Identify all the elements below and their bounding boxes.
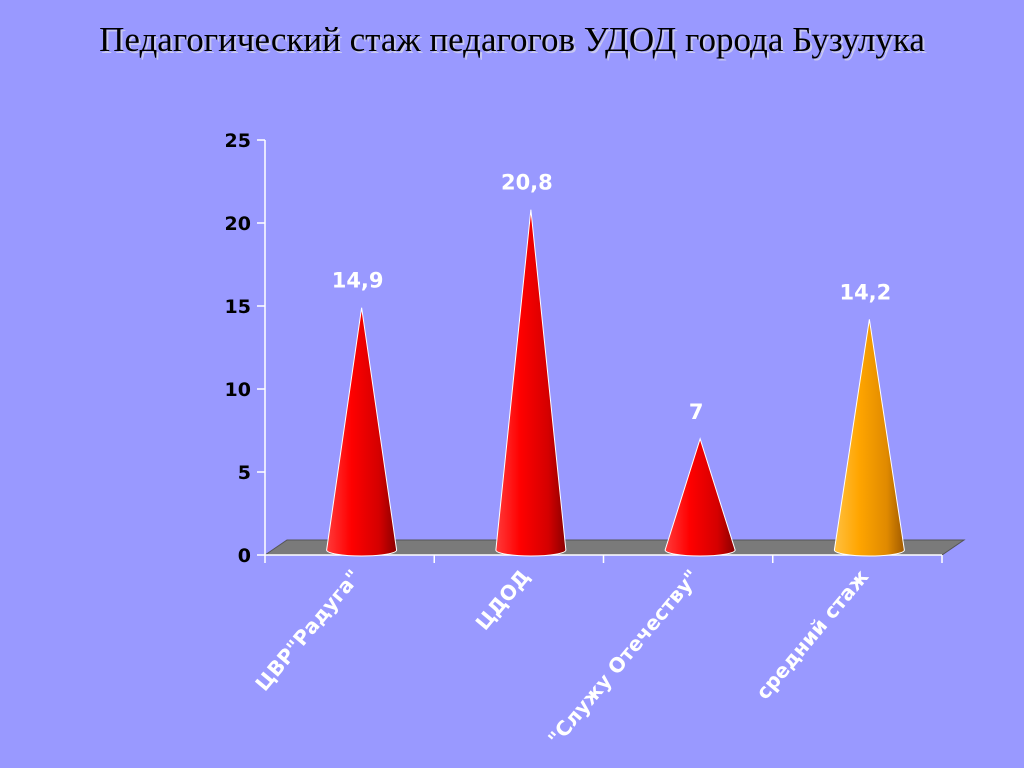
- category-label: "Служу Отечеству": [543, 565, 704, 750]
- y-tick-label: 5: [238, 462, 251, 484]
- y-tick-label: 0: [238, 545, 251, 567]
- data-label: 20,8: [501, 171, 553, 195]
- cone-body: [833, 319, 905, 557]
- chart-title: Педагогический стаж педагогов УДОД город…: [99, 20, 925, 59]
- y-tick-label: 20: [225, 213, 251, 235]
- data-label: 7: [689, 400, 704, 424]
- cone-bar: [495, 209, 567, 557]
- y-tick-label: 10: [225, 379, 251, 401]
- cone-body: [326, 307, 398, 557]
- category-label: средний стаж: [751, 565, 873, 704]
- category-label: ЦДОД: [471, 565, 535, 635]
- data-label: 14,2: [839, 280, 891, 304]
- y-tick-label: 25: [225, 130, 251, 152]
- category-label: ЦВР"Радуга": [250, 565, 365, 696]
- cone-bar: [833, 319, 905, 557]
- cone-bar: [664, 437, 736, 557]
- cone-bar: [326, 307, 398, 557]
- cone-body: [664, 437, 736, 557]
- cone-body: [495, 209, 567, 557]
- data-label: 14,9: [332, 269, 384, 293]
- y-tick-label: 15: [225, 296, 251, 318]
